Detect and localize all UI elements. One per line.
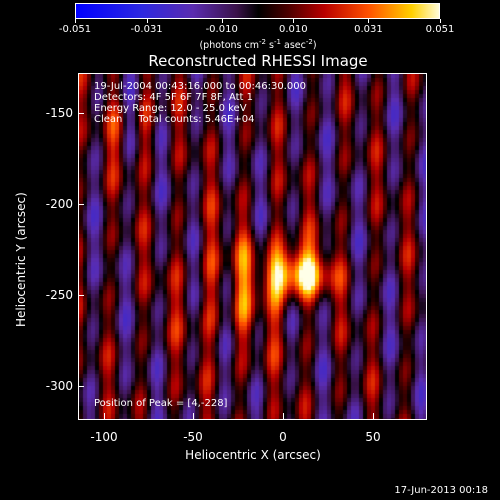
timestamp: 17-Jun-2013 00:18 — [394, 485, 488, 496]
xtick — [373, 413, 374, 419]
ytick — [78, 295, 84, 296]
x-axis-label: Heliocentric X (arcsec) — [185, 448, 321, 462]
xtick-label: 50 — [365, 430, 381, 444]
y-axis-label: Heliocentric Y (arcsec) — [14, 192, 28, 327]
xtick — [283, 413, 284, 419]
ytick-label: -150 — [45, 106, 73, 120]
info-line-4: Clean Total counts: 5.46E+04 — [94, 114, 255, 125]
colorbar-tick-label: 0.031 — [354, 24, 383, 35]
colorbar-tick — [146, 19, 148, 23]
xtick — [193, 413, 194, 419]
xtick-label: -100 — [90, 430, 118, 444]
info-line-3: Energy Range: 12.0 - 25.0 keV — [94, 103, 247, 114]
colorbar-tick-label: -0.051 — [58, 24, 92, 35]
xtick-label: 0 — [279, 430, 287, 444]
ytick — [78, 204, 84, 205]
ytick-label: -300 — [45, 379, 73, 393]
colorbar-tick — [221, 19, 223, 23]
ytick-label: -250 — [45, 288, 73, 302]
colorbar-tick-label: -0.010 — [205, 24, 238, 35]
colorbar-tick — [440, 19, 441, 23]
colorbar-tick — [368, 19, 370, 23]
ytick — [78, 113, 84, 114]
info-line-2: Detectors: 4F 5F 6F 7F 8F, Att 1 — [94, 92, 254, 103]
colorbar-tick — [75, 19, 76, 23]
colorbar-units: (photons cm-2 s-1 asec-2) — [199, 38, 317, 52]
colorbar-tick-label: 0.010 — [278, 24, 308, 35]
colorbar-tick-label: 0.051 — [425, 24, 455, 35]
ytick-label: -200 — [45, 197, 73, 211]
info-line-1: 19-Jul-2004 00:43:16.000 to 00:46:30.000 — [94, 81, 306, 92]
plot-title: Reconstructed RHESSI Image — [148, 52, 368, 70]
ytick — [78, 386, 84, 387]
colorbar-gradient — [75, 3, 440, 19]
colorbar-tick — [293, 19, 295, 23]
image-plot — [78, 73, 427, 420]
xtick-label: -50 — [183, 430, 203, 444]
peak-position: Position of Peak = [4,-228] — [94, 398, 228, 409]
xtick — [104, 413, 105, 419]
rhessi-image — [79, 74, 426, 419]
colorbar-tick-label: -0.031 — [130, 24, 163, 35]
